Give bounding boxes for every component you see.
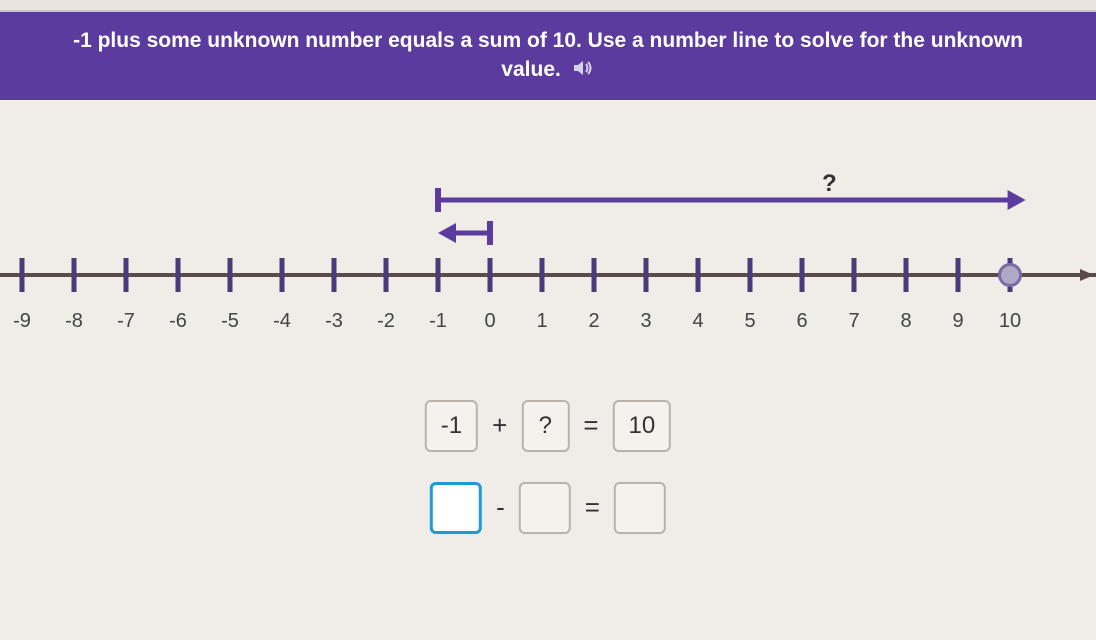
equation1-operand1: -1: [425, 400, 478, 452]
unknown-label: ?: [822, 170, 837, 198]
tick-label: -9: [13, 310, 31, 333]
answer-box-1[interactable]: [430, 482, 482, 534]
equation1-operand2: ?: [521, 400, 569, 452]
equation-answer: - =: [430, 482, 666, 534]
tick-label: 7: [848, 310, 859, 333]
equation1-operator1: +: [488, 410, 511, 441]
tick-label: -3: [325, 310, 343, 333]
question-header: -1 plus some unknown number equals a sum…: [0, 12, 1096, 100]
arrows-overlay: [0, 100, 1096, 300]
tick-label: 0: [484, 310, 495, 333]
tick-label: -5: [221, 310, 239, 333]
tick-label: 6: [796, 310, 807, 333]
tick-label: -7: [117, 310, 135, 333]
tick-label: 8: [900, 310, 911, 333]
tick-label: 2: [588, 310, 599, 333]
tick-label: -1: [429, 310, 447, 333]
equation2-operator1: -: [492, 492, 509, 523]
tick-label: 5: [744, 310, 755, 333]
answer-box-3[interactable]: [614, 482, 666, 534]
tick-label: 1: [536, 310, 547, 333]
tick-label: 4: [692, 310, 703, 333]
number-line[interactable]: [0, 240, 1096, 320]
equation1-operator2: =: [579, 410, 602, 441]
tick-label: -4: [273, 310, 291, 333]
tick-label: -8: [65, 310, 83, 333]
tick-label: 9: [952, 310, 963, 333]
speaker-icon[interactable]: [573, 56, 595, 85]
tick-label: 10: [999, 310, 1021, 333]
question-text-line1: -1 plus some unknown number equals a sum…: [73, 29, 1023, 52]
tick-label: -2: [377, 310, 395, 333]
tick-label: 3: [640, 310, 651, 333]
answer-box-2[interactable]: [519, 482, 571, 534]
content-area: ? -9-8-7-6-5-4-3-2-1012345678910 -1 + ? …: [0, 100, 1096, 600]
equation-area: -1 + ? = 10 - =: [425, 400, 671, 534]
question-text-line2: value.: [501, 58, 561, 81]
equation-given: -1 + ? = 10: [425, 400, 671, 452]
equation1-result: 10: [613, 400, 672, 452]
tick-label: -6: [169, 310, 187, 333]
drag-handle-point[interactable]: [998, 263, 1022, 287]
top-border-strip: [0, 0, 1096, 12]
equation2-operator2: =: [581, 492, 604, 523]
